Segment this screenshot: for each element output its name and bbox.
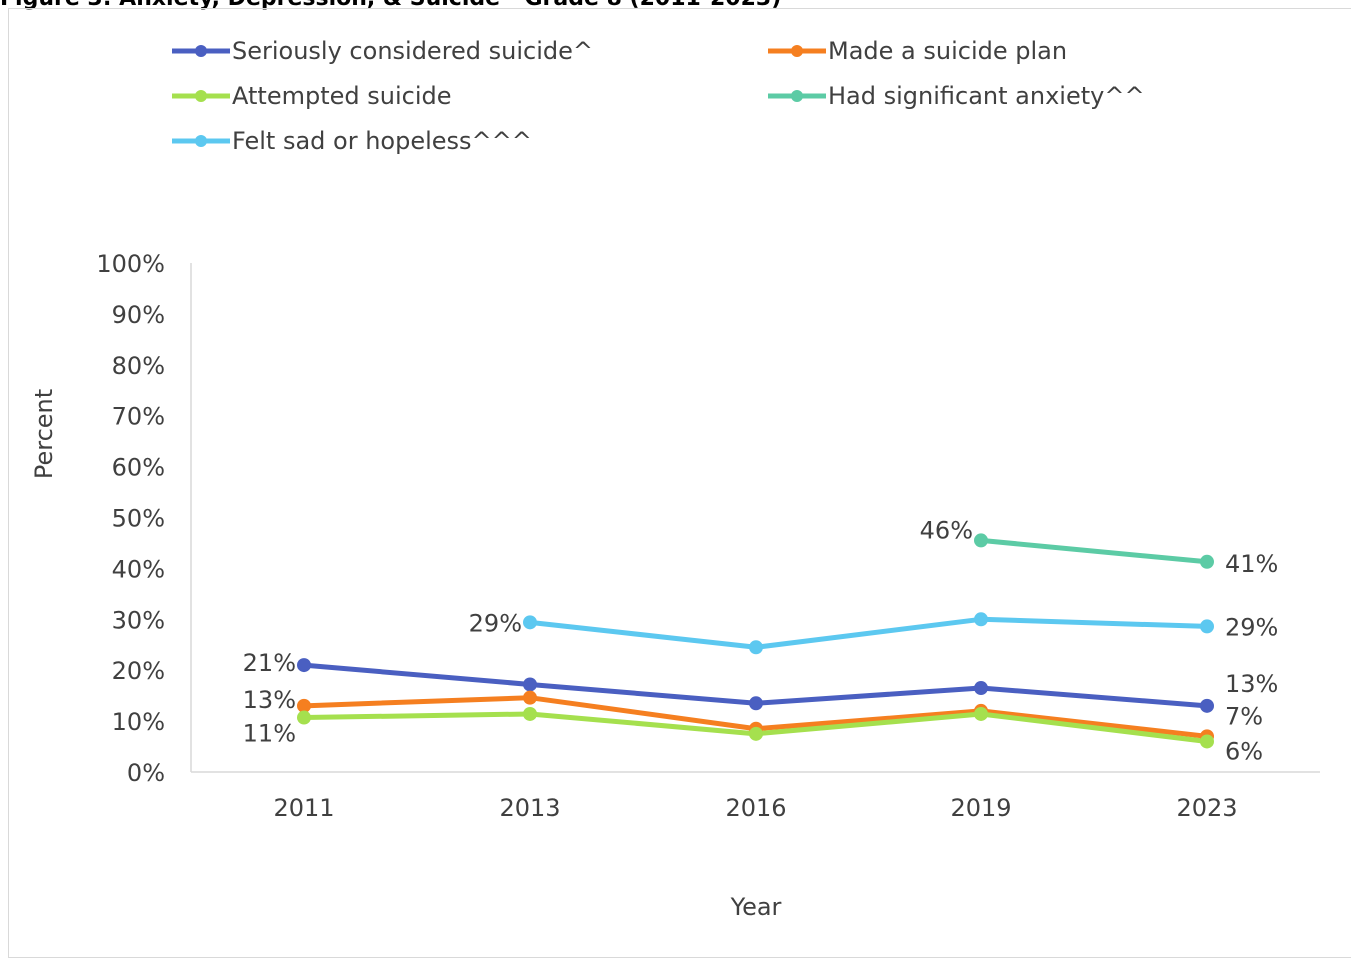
legend-label-sad-hopeless: Felt sad or hopeless^^^ [232,127,532,155]
y-tick-label: 70% [112,403,165,431]
data-label: 7% [1225,702,1263,730]
data-point-1 [523,690,537,705]
x-tick-label: 2016 [725,794,786,822]
legend-marker-made-plan [768,45,826,57]
y-tick-label: 50% [112,505,165,533]
series-line-4 [529,616,1208,650]
data-label: 21% [243,649,296,677]
chart-legend: Seriously considered suicide^ Made a sui… [0,0,1351,170]
data-point-4 [749,640,763,655]
data-point-3 [1200,554,1214,569]
legend-marker-sad-hopeless [172,135,230,147]
legend-item-sad-hopeless: Felt sad or hopeless^^^ [168,126,532,156]
data-label: 13% [243,686,296,714]
legend-item-anxiety: Had significant anxiety^^ [764,81,1145,111]
data-point-2 [974,706,988,721]
data-point-2 [1200,734,1214,749]
series-points [297,533,1214,749]
x-tick-labels: 2011 2013 2016 2019 2023 [273,794,1237,822]
y-tick-label: 60% [112,454,165,482]
legend-item-seriously-considered: Seriously considered suicide^ [168,36,593,66]
figure-title: Figure 3: Anxiety, Depression, & Suicide… [0,0,781,11]
data-label: 13% [1225,670,1278,698]
x-tick-label: 2023 [1176,794,1237,822]
legend-label-made-plan: Made a suicide plan [828,37,1068,65]
y-axis-title: Percent [30,389,58,479]
data-labels: 21% 13% 13% 7% 11% 6% 46% 41% 29% 29% [243,516,1279,765]
legend-marker-anxiety [768,90,826,102]
legend-label-seriously-considered: Seriously considered suicide^ [232,37,594,65]
data-label: 41% [1225,550,1278,578]
y-tick-labels: 0% 10% 20% 30% 40% 50% 60% 70% 80% 90% 100% [96,250,165,787]
data-label: 46% [920,516,973,544]
y-tick-label: 10% [112,708,165,736]
y-tick-label: 40% [112,555,165,583]
legend-marker-seriously-considered [172,45,230,57]
data-point-2 [297,710,311,725]
y-tick-label: 30% [112,606,165,634]
data-point-0 [523,677,537,692]
legend-marker-attempted [172,90,230,102]
data-label: 6% [1225,737,1263,765]
chart-axes [190,263,1320,773]
data-label: 29% [1225,613,1278,641]
data-point-1 [297,698,311,713]
data-point-3 [974,533,988,548]
data-point-0 [297,658,311,673]
data-point-0 [974,681,988,696]
y-tick-label: 20% [112,657,165,685]
x-tick-label: 2013 [499,794,560,822]
legend-label-anxiety: Had significant anxiety^^ [828,82,1145,110]
legend-item-made-plan: Made a suicide plan [764,36,1067,66]
x-tick-label: 2011 [273,794,334,822]
x-axis-title: Year [730,893,782,921]
y-tick-label: 90% [112,301,165,329]
data-point-2 [749,726,763,741]
data-point-4 [1200,619,1214,634]
y-tick-label: 100% [96,250,165,278]
y-tick-label: 0% [127,759,165,787]
y-tick-label: 80% [112,352,165,380]
data-point-4 [974,612,988,627]
legend-item-attempted: Attempted suicide [168,81,451,111]
data-label: 11% [243,720,296,748]
data-label: 29% [469,609,522,637]
series-line-3 [980,537,1208,565]
data-point-0 [1200,698,1214,713]
data-point-0 [749,696,763,711]
x-tick-label: 2019 [950,794,1011,822]
data-point-2 [523,706,537,721]
data-point-4 [523,615,537,630]
legend-label-attempted: Attempted suicide [232,82,452,110]
